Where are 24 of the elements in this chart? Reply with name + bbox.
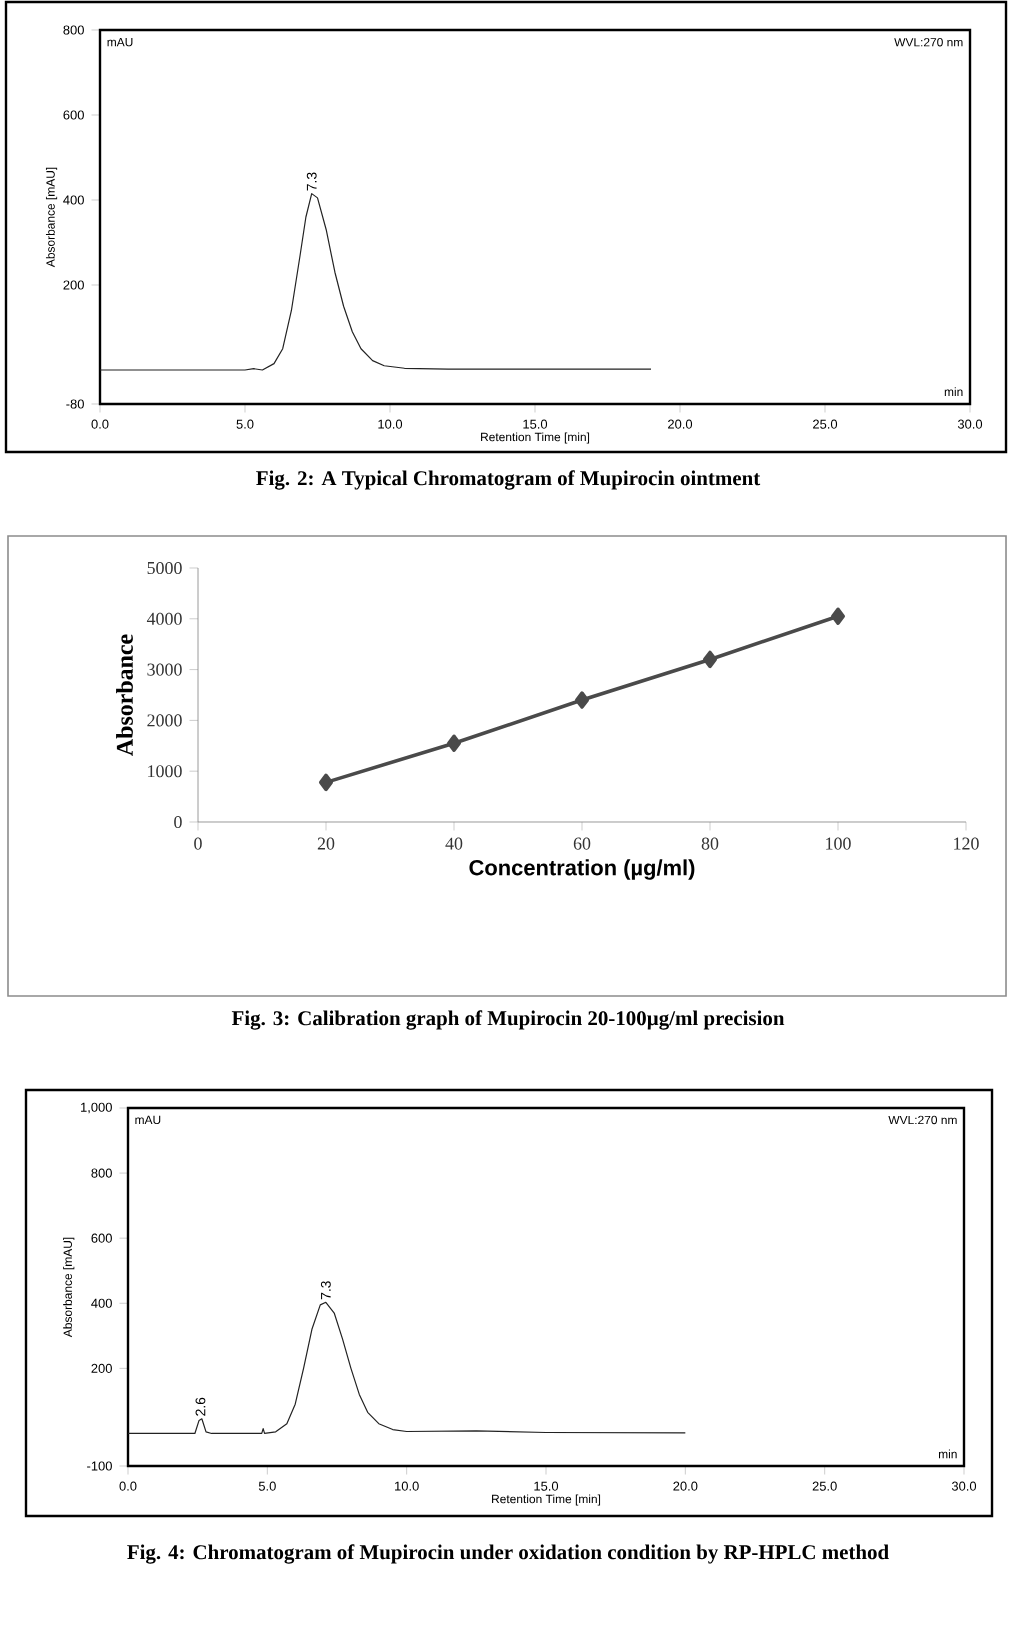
y-tick-label: 0 [174, 815, 182, 829]
point [574, 691, 590, 709]
point [446, 734, 462, 753]
x-tick-label: 0 [194, 837, 202, 850]
x-tick-label: 80 [701, 837, 719, 850]
y-tick-label: 2000 [147, 714, 182, 727]
text: Fig. 2: A Typical Chromatogram of Mupirocin ointment [256, 470, 761, 490]
x-tick-label: 40 [445, 837, 463, 850]
y-tick-label: 5000 [147, 561, 182, 575]
text: Fig. 4: Chromatogram of Mupirocin under oxidation condition by RP-HPLC method [127, 1544, 889, 1564]
point [830, 607, 846, 626]
text: Fig. 3: Calibration graph of Mupirocin 20-100µg/ml precision [231, 1010, 785, 1030]
x-tick-label: 60 [573, 837, 591, 850]
line-series [127, 1301, 686, 1435]
y-tick-label: 1000 [148, 765, 182, 778]
y-axis-title: Absorbance [116, 634, 133, 756]
point [702, 650, 718, 669]
x-tick-label: 100 [826, 837, 851, 850]
y-tick-label: 3000 [147, 663, 182, 676]
point [318, 773, 334, 792]
x-axis-title: Concentration (µg/ml) [469, 859, 695, 880]
x-tick-label: 20 [317, 837, 335, 850]
x-tick-label: 120 [954, 837, 979, 850]
y-tick-label: 4000 [146, 612, 182, 625]
